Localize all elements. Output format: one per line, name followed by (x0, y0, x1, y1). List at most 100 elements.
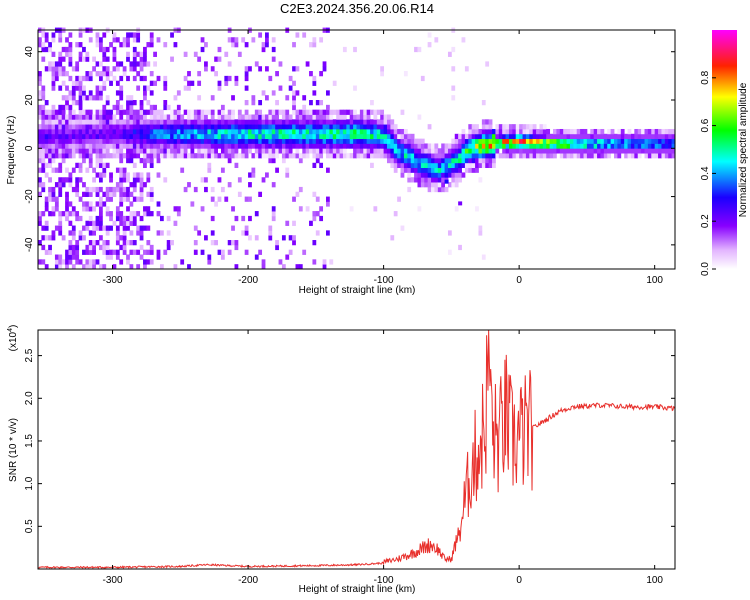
spectrogram-cell (586, 138, 591, 144)
spectrogram-cell (61, 124, 66, 130)
spectrogram-cell (71, 133, 76, 140)
spectrogram-cell (139, 230, 144, 236)
spectrogram-cell (326, 148, 330, 154)
spectrogram-cell (322, 143, 327, 149)
spectrogram-cell (38, 114, 42, 120)
spectrogram-cell (105, 143, 110, 149)
spectrogram-cell (51, 75, 56, 82)
spectrogram-cell (590, 153, 595, 159)
spectrogram-cell (403, 128, 408, 135)
spectrogram-cell (51, 148, 56, 154)
spectrogram-cell (261, 128, 266, 135)
spectrogram-cell (342, 148, 347, 154)
spectrogram-cell (475, 206, 479, 212)
spectrogram-cell (139, 148, 144, 154)
spectrogram-cell (58, 191, 63, 197)
spectrogram-cell (614, 143, 618, 149)
spectrogram-cell (204, 153, 208, 159)
spectrogram-cell (115, 90, 120, 96)
spectrogram-cell (464, 153, 469, 159)
spectrogram-cell (119, 61, 124, 67)
spectrogram-cell (414, 172, 418, 178)
spectrogram-cell (115, 148, 120, 154)
spectrogram-cell (278, 133, 283, 140)
spectrogram-cell (312, 153, 317, 159)
spectrogram-cell (190, 153, 195, 159)
spectrogram-cell (569, 148, 574, 154)
spectrogram-cell (437, 148, 442, 154)
spectrogram-cell (75, 177, 80, 183)
spectrogram-cell (353, 138, 357, 144)
spectrogram-cell (200, 138, 205, 144)
spectrogram-cell (95, 225, 100, 231)
spectrogram-cell (431, 157, 435, 164)
spectrogram-cell (349, 124, 354, 130)
spectrogram-cell (434, 182, 439, 188)
spectrogram-cell (556, 138, 561, 144)
spectrogram-cell (451, 157, 456, 164)
spectrogram-cell (295, 90, 300, 96)
spectrogram-cell (258, 148, 263, 154)
spectrogram-cell (204, 66, 208, 72)
spectrogram-cell (634, 128, 639, 135)
spectrogram-cell (132, 182, 137, 188)
spectrogram-cell (58, 220, 63, 226)
spectrogram-cell (82, 225, 86, 231)
spectrogram-cell (539, 138, 544, 144)
spectrogram-cell (102, 249, 107, 255)
spectrogram-cell (468, 128, 473, 135)
spectrogram-cell (390, 148, 395, 154)
spectrogram-cell (170, 128, 174, 135)
spectrogram-cell (61, 80, 66, 86)
spectrogram-cell (383, 128, 388, 135)
spectrogram-cell (38, 71, 42, 77)
spectrogram-cell (559, 128, 564, 135)
spectrogram-cell (58, 167, 63, 173)
spectrogram-cell (48, 157, 52, 164)
spectrogram-cell (363, 143, 368, 149)
spectrogram-cell (126, 259, 130, 265)
spectrogram-cell (265, 37, 269, 43)
spectrogram-cell (173, 114, 178, 120)
spectrogram-cell (600, 128, 605, 135)
snr-x-tick-label: 100 (646, 575, 663, 586)
spectrogram-cell (115, 128, 120, 135)
spectrogram-cell (38, 211, 42, 217)
spectrogram-cell (478, 153, 483, 159)
spectrogram-cell (285, 254, 290, 260)
spectrogram-cell (553, 148, 557, 154)
spectrogram-cell (407, 148, 412, 154)
spectrogram-cell (244, 66, 249, 72)
spectrogram-cell (258, 138, 263, 144)
spectrogram-cell (102, 128, 107, 135)
spectrogram-cell (498, 124, 503, 130)
spectrogram-cell (542, 128, 547, 135)
spectrogram-cell (363, 133, 368, 140)
spectrogram-cell (305, 148, 310, 154)
spectrogram-cell (363, 153, 368, 159)
spectrogram-cell (254, 119, 259, 125)
spectrogram-cell (112, 119, 117, 125)
spectrogram-cell (136, 85, 141, 91)
spectrogram-cell (132, 143, 137, 149)
spectrogram-cell (244, 85, 249, 91)
spectrogram-cell (414, 148, 418, 154)
spectrogram-cell (275, 114, 279, 120)
spectrogram-cell (224, 75, 229, 82)
spectrogram-cell (132, 138, 137, 144)
spectrogram-cell (190, 119, 195, 125)
spectrogram-cell (383, 153, 388, 159)
spectrogram-cell (204, 109, 208, 115)
spectrogram-cell (129, 215, 134, 222)
spectrogram-cell (288, 143, 293, 149)
spectrogram-cell (102, 240, 107, 246)
spectrogram-cell (105, 196, 110, 202)
spectrogram-cell (159, 264, 164, 270)
spectrogram-cell (136, 114, 141, 120)
spectrogram-cell (75, 143, 80, 149)
spectrogram-cell (305, 114, 310, 120)
spectrogram-cell (427, 167, 432, 173)
spectrogram-cell (82, 235, 86, 241)
spectrogram-cell (163, 133, 168, 140)
spectrogram-cell (271, 46, 276, 53)
